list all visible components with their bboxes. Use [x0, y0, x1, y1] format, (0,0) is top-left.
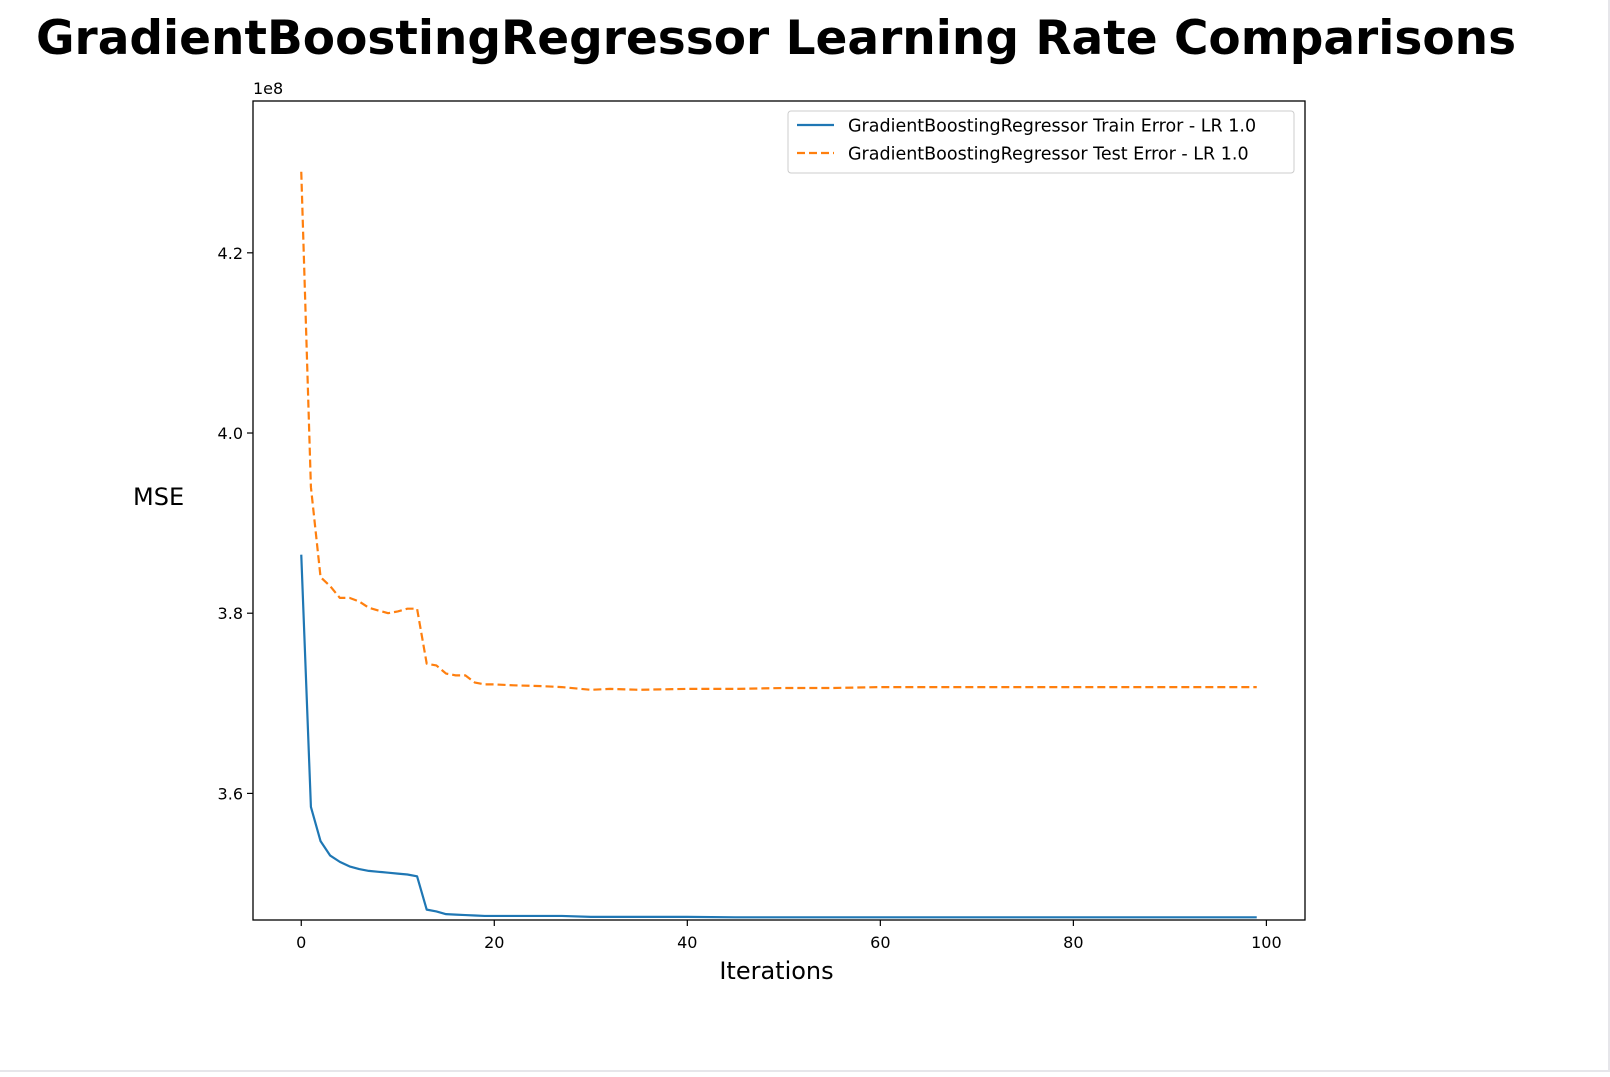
legend-box: [787, 110, 1295, 174]
x-tick-label: 0: [296, 933, 306, 952]
x-tick-label: 100: [1251, 933, 1282, 952]
y-axis-ticks: 3.6 3.8 4.0 4.2: [218, 244, 253, 803]
y-tick-label: 4.0: [218, 424, 243, 443]
x-axis-ticks: 0 20 40 60 80 100: [296, 920, 1282, 952]
series-line-test: [300, 171, 1257, 691]
y-axis-label: MSE: [133, 483, 184, 511]
x-tick-label: 80: [1063, 933, 1083, 952]
x-tick-label: 40: [677, 933, 697, 952]
plot-area-frame: [252, 100, 1306, 921]
series-line-train: [300, 554, 1257, 919]
legend-label-test: GradientBoostingRegressor Test Error - L…: [848, 145, 1249, 165]
x-axis-label: Iterations: [719, 957, 833, 985]
y-tick-label: 3.8: [218, 604, 243, 623]
chart-title: GradientBoostingRegressor Learning Rate …: [36, 11, 1516, 66]
x-tick-label: 60: [870, 933, 890, 952]
series-layer: [300, 171, 1257, 919]
y-tick-label: 3.6: [218, 784, 243, 803]
legend: GradientBoostingRegressor Train Error - …: [787, 110, 1295, 174]
x-tick-label: 20: [484, 933, 504, 952]
legend-label-train: GradientBoostingRegressor Train Error - …: [848, 117, 1256, 137]
y-tick-label: 4.2: [218, 244, 243, 263]
y-offset-label: 1e8: [253, 79, 283, 98]
